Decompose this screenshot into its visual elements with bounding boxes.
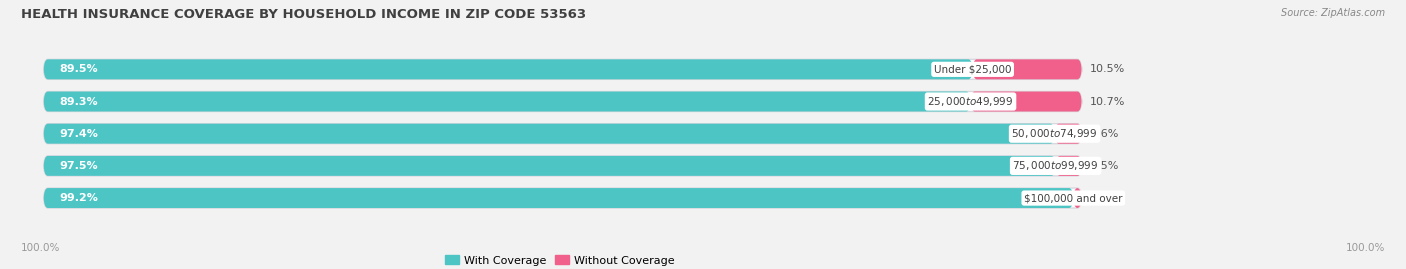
FancyBboxPatch shape xyxy=(44,188,1073,208)
FancyBboxPatch shape xyxy=(1056,156,1081,176)
Text: $100,000 and over: $100,000 and over xyxy=(1024,193,1122,203)
Text: 100.0%: 100.0% xyxy=(1346,243,1385,253)
FancyBboxPatch shape xyxy=(44,156,1056,176)
Text: 97.5%: 97.5% xyxy=(59,161,98,171)
Text: 0.78%: 0.78% xyxy=(1090,193,1125,203)
Text: Source: ZipAtlas.com: Source: ZipAtlas.com xyxy=(1281,8,1385,18)
Text: 97.4%: 97.4% xyxy=(59,129,98,139)
FancyBboxPatch shape xyxy=(44,59,973,79)
FancyBboxPatch shape xyxy=(44,59,1081,79)
FancyBboxPatch shape xyxy=(1073,188,1081,208)
Text: $25,000 to $49,999: $25,000 to $49,999 xyxy=(928,95,1014,108)
Text: $50,000 to $74,999: $50,000 to $74,999 xyxy=(1011,127,1098,140)
Text: 10.5%: 10.5% xyxy=(1090,64,1125,74)
Text: 89.3%: 89.3% xyxy=(59,97,98,107)
FancyBboxPatch shape xyxy=(44,188,1081,208)
Text: 99.2%: 99.2% xyxy=(59,193,98,203)
FancyBboxPatch shape xyxy=(44,91,970,111)
Text: 2.5%: 2.5% xyxy=(1090,161,1118,171)
FancyBboxPatch shape xyxy=(44,91,1081,111)
Text: 2.6%: 2.6% xyxy=(1090,129,1118,139)
Legend: With Coverage, Without Coverage: With Coverage, Without Coverage xyxy=(441,251,679,269)
FancyBboxPatch shape xyxy=(44,124,1054,144)
FancyBboxPatch shape xyxy=(973,59,1081,79)
Text: Under $25,000: Under $25,000 xyxy=(934,64,1011,74)
Text: $75,000 to $99,999: $75,000 to $99,999 xyxy=(1012,159,1099,172)
Text: 100.0%: 100.0% xyxy=(21,243,60,253)
FancyBboxPatch shape xyxy=(1054,124,1081,144)
Text: 89.5%: 89.5% xyxy=(59,64,98,74)
FancyBboxPatch shape xyxy=(44,156,1081,176)
FancyBboxPatch shape xyxy=(44,124,1081,144)
Text: HEALTH INSURANCE COVERAGE BY HOUSEHOLD INCOME IN ZIP CODE 53563: HEALTH INSURANCE COVERAGE BY HOUSEHOLD I… xyxy=(21,8,586,21)
Text: 10.7%: 10.7% xyxy=(1090,97,1125,107)
FancyBboxPatch shape xyxy=(970,91,1081,111)
